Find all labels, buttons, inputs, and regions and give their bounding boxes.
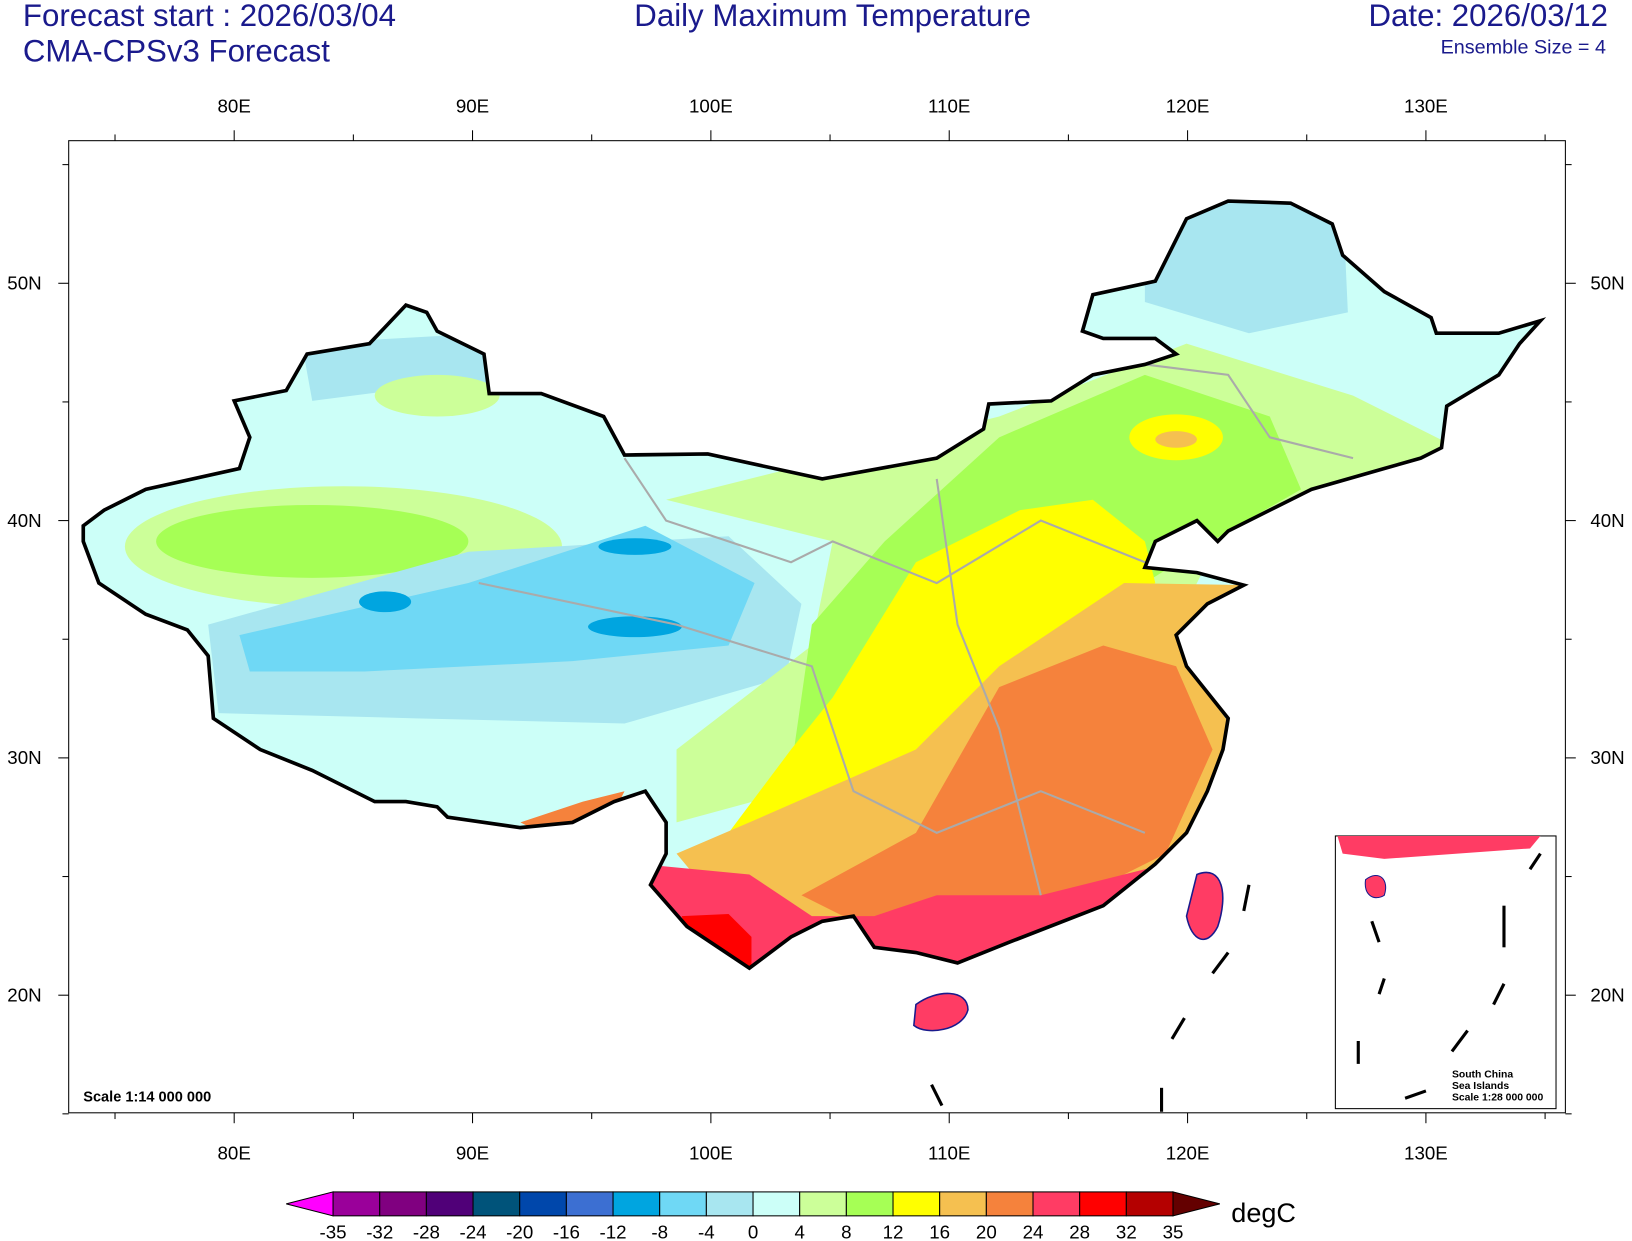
lon-label-top: 80E (218, 96, 251, 117)
lon-label-top: 100E (689, 96, 733, 117)
axes: 80E 80E 90E 90E 100E 100E 110E 110E 120E 120E 130E… (7, 96, 1624, 1164)
colorbar-label: 12 (883, 1222, 904, 1241)
hainan (913, 992, 969, 1032)
lat-label-left: 30N (7, 747, 41, 768)
lat-label-right: 30N (1590, 747, 1624, 768)
colorbar-box (425, 1191, 474, 1217)
colorbar-box (332, 1191, 381, 1217)
lat-label-right: 50N (1590, 273, 1624, 294)
lon-label-top: 130E (1404, 96, 1448, 117)
taiwan (1185, 871, 1224, 941)
lat-label-left: 50N (7, 273, 41, 294)
title: Daily Maximum Temperature (634, 0, 1031, 33)
lon-label-top: 110E (928, 96, 970, 117)
lon-label-bottom: 120E (1166, 1143, 1210, 1164)
inset-text: South China (1452, 1069, 1513, 1080)
colorbar-box (799, 1191, 847, 1217)
colorbar-label: 4 (794, 1222, 804, 1241)
colorbar-box (659, 1191, 707, 1217)
colorbar-box (752, 1191, 801, 1217)
colorbar: -35 -32 -28 -24 -20 -16 -12 -8 -4 0 4 8 12 16 20 24 28 32… (286, 1191, 1296, 1241)
colorbar-label: -8 (651, 1222, 668, 1241)
lat-label-left: 20N (7, 984, 41, 1005)
lon-label-bottom: 80E (218, 1143, 251, 1164)
ensemble-size: Ensemble Size = 4 (1441, 36, 1606, 58)
colorbar-label: 35 (1163, 1222, 1184, 1241)
inset-land (1337, 835, 1541, 859)
lat-label-right: 20N (1590, 984, 1624, 1005)
lon-label-top: 120E (1166, 96, 1210, 117)
colorbar-box (939, 1191, 987, 1217)
colorbar-box (1032, 1191, 1081, 1217)
inset-hainan (1364, 874, 1387, 899)
colorbar-label: 32 (1116, 1222, 1137, 1241)
colorbar-box (1079, 1191, 1127, 1217)
lon-label-bottom: 90E (456, 1143, 489, 1164)
colorbar-label: -32 (366, 1222, 393, 1241)
lat-label-right: 40N (1590, 510, 1624, 531)
colorbar-label: -16 (553, 1222, 580, 1241)
colorbar-box (845, 1191, 894, 1217)
colorbar-label: 8 (841, 1222, 851, 1241)
inset-text: Sea Islands (1452, 1081, 1509, 1092)
colorbar-label: 0 (748, 1222, 758, 1241)
lon-label-bottom: 130E (1404, 1143, 1448, 1164)
colorbar-label: 28 (1069, 1222, 1090, 1241)
nine-dash-line (930, 884, 1251, 1112)
colorbar-label: -24 (460, 1222, 487, 1241)
colorbar-box (892, 1191, 941, 1217)
colorbar-label: 16 (929, 1222, 950, 1241)
map-scale: Scale 1:14 000 000 (83, 1089, 211, 1105)
colorbar-triangle (1172, 1191, 1220, 1217)
colorbar-box (519, 1191, 567, 1217)
colorbar-box (705, 1191, 754, 1217)
lon-label-bottom: 110E (928, 1143, 970, 1164)
inset-frame (1334, 835, 1557, 1110)
lon-label-top: 90E (456, 96, 489, 117)
colorbar-box (1125, 1191, 1174, 1217)
colorbar-label: -20 (506, 1222, 533, 1241)
colorbar-box (565, 1191, 614, 1217)
valid-date: Date: 2026/03/12 (1369, 0, 1609, 33)
forecast-start: Forecast start : 2026/03/04 (23, 0, 396, 33)
colorbar-box (379, 1191, 427, 1217)
colorbar-label: -28 (413, 1222, 440, 1241)
model-name: CMA-CPSv3 Forecast (23, 34, 330, 69)
lat-label-left: 40N (7, 510, 41, 531)
inset-dash-line (1356, 852, 1542, 1100)
colorbar-label: 24 (1023, 1222, 1044, 1241)
colorbar-triangle (286, 1191, 334, 1217)
colorbar-label: -35 (320, 1222, 347, 1241)
lon-label-bottom: 100E (689, 1143, 733, 1164)
colorbar-label: 20 (976, 1222, 997, 1241)
colorbar-unit: degC (1231, 1198, 1296, 1228)
colorbar-label: -4 (698, 1222, 715, 1241)
colorbar-label: -12 (600, 1222, 627, 1241)
colorbar-box (612, 1191, 661, 1217)
inset-text: Scale 1:28 000 000 (1452, 1092, 1544, 1103)
colorbar-box (472, 1191, 521, 1217)
colorbar-box (985, 1191, 1034, 1217)
